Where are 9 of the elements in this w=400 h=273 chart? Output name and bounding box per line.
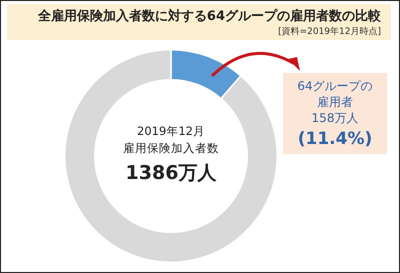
text: 2019年12月 [136, 123, 206, 140]
text: [資料=2019年12月時点] [278, 26, 381, 38]
text: 1386万人 [124, 161, 218, 186]
text: 64グループの [296, 78, 374, 94]
text: 雇用保険加入者数 [122, 140, 220, 157]
text: 158万人 [310, 110, 360, 126]
text: (11.4%) [296, 129, 374, 149]
chart-title: 全雇用保険加入者数に対する64グループの雇用者数の比較 [38, 8, 381, 25]
text: 雇用者 [316, 94, 354, 110]
